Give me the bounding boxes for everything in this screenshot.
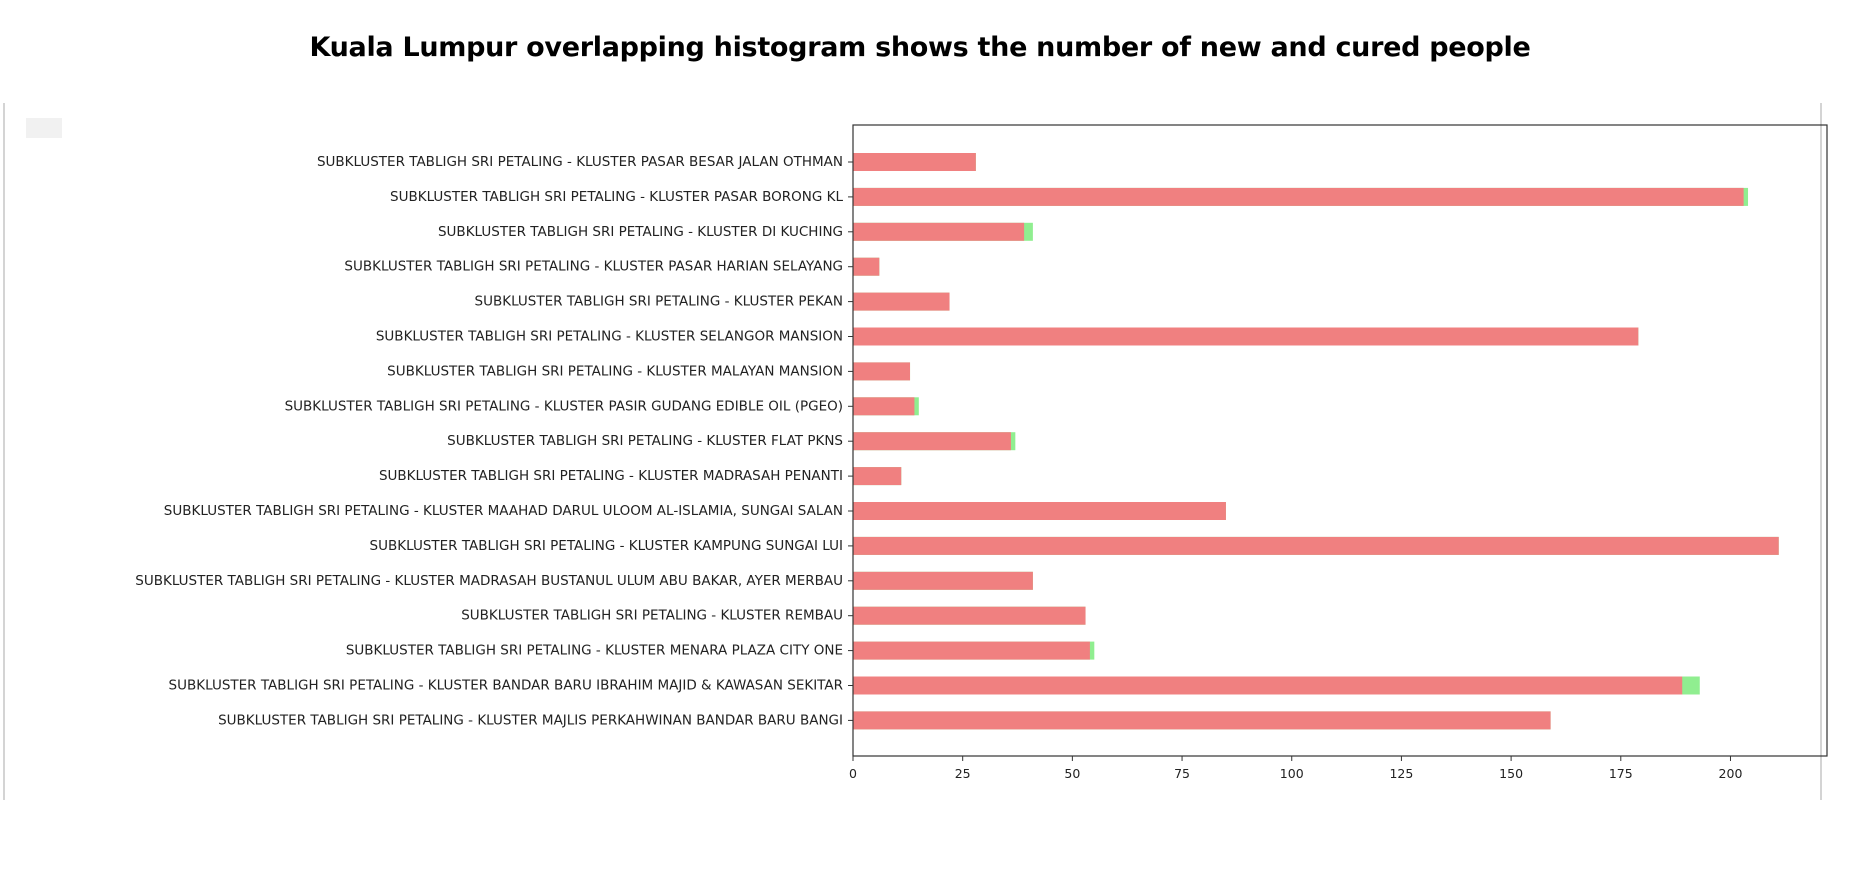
x-tick-label: 150 bbox=[1499, 766, 1523, 781]
category-label: SUBKLUSTER TABLIGH SRI PETALING - KLUSTE… bbox=[218, 712, 843, 728]
page-title: Kuala Lumpur overlapping histogram shows… bbox=[309, 32, 1531, 63]
category-label: SUBKLUSTER TABLIGH SRI PETALING - KLUSTE… bbox=[135, 573, 843, 589]
x-axis-ticks: 0 25 50 75 100 125 150 175 200 bbox=[849, 756, 1742, 781]
bar-series1-2 bbox=[853, 222, 1025, 241]
category-label: SUBKLUSTER TABLIGH SRI PETALING - KLUSTE… bbox=[461, 608, 843, 624]
category-label: SUBKLUSTER TABLIGH SRI PETALING - KLUSTE… bbox=[376, 329, 843, 345]
faded-mark bbox=[26, 118, 62, 138]
bar-series1-9 bbox=[853, 467, 902, 486]
category-label: SUBKLUSTER TABLIGH SRI PETALING - KLUSTE… bbox=[285, 398, 843, 414]
x-tick-label: 75 bbox=[1174, 766, 1190, 781]
x-tick-label: 125 bbox=[1389, 766, 1413, 781]
category-label: SUBKLUSTER TABLIGH SRI PETALING - KLUSTE… bbox=[164, 503, 843, 519]
bar-series1-7 bbox=[853, 397, 915, 416]
bar-series1-16 bbox=[853, 711, 1551, 730]
bar-series1-13 bbox=[853, 606, 1086, 625]
category-label: SUBKLUSTER TABLIGH SRI PETALING - KLUSTE… bbox=[438, 224, 843, 240]
bar-series1-3 bbox=[853, 257, 880, 276]
category-label: SUBKLUSTER TABLIGH SRI PETALING - KLUSTE… bbox=[317, 154, 843, 170]
frame-left-border bbox=[3, 103, 5, 800]
x-tick-label: 50 bbox=[1064, 766, 1080, 781]
x-tick-label: 175 bbox=[1609, 766, 1633, 781]
bar-series1-8 bbox=[853, 432, 1011, 451]
category-label: SUBKLUSTER TABLIGH SRI PETALING - KLUSTE… bbox=[370, 538, 843, 554]
frame-right-border bbox=[1820, 103, 1822, 800]
category-label: SUBKLUSTER TABLIGH SRI PETALING - KLUSTE… bbox=[344, 259, 843, 275]
x-tick-label: 100 bbox=[1280, 766, 1304, 781]
category-label: SUBKLUSTER TABLIGH SRI PETALING - KLUSTE… bbox=[379, 468, 843, 484]
bar-series1-4 bbox=[853, 292, 950, 311]
category-labels: SUBKLUSTER TABLIGH SRI PETALING - KLUSTE… bbox=[135, 154, 853, 728]
bar-series1-14 bbox=[853, 641, 1090, 660]
category-label: SUBKLUSTER TABLIGH SRI PETALING - KLUSTE… bbox=[387, 363, 843, 379]
bar-series1-11 bbox=[853, 536, 1779, 555]
bars-layer bbox=[853, 153, 1779, 730]
category-label: SUBKLUSTER TABLIGH SRI PETALING - KLUSTE… bbox=[390, 189, 843, 205]
category-label: SUBKLUSTER TABLIGH SRI PETALING - KLUSTE… bbox=[475, 294, 843, 310]
bar-series1-0 bbox=[853, 153, 976, 171]
bar-series1-12 bbox=[853, 571, 1033, 590]
x-tick-label: 25 bbox=[955, 766, 971, 781]
category-label: SUBKLUSTER TABLIGH SRI PETALING - KLUSTE… bbox=[169, 678, 843, 694]
x-tick-label: 200 bbox=[1719, 766, 1743, 781]
category-label: SUBKLUSTER TABLIGH SRI PETALING - KLUSTE… bbox=[447, 433, 843, 449]
bar-series1-5 bbox=[853, 327, 1639, 346]
bar-series1-15 bbox=[853, 676, 1683, 695]
plot-frame bbox=[852, 124, 1828, 757]
x-tick-label: 0 bbox=[849, 766, 857, 781]
bar-series1-10 bbox=[853, 502, 1226, 520]
bar-series1-6 bbox=[853, 362, 911, 381]
bar-series1-1 bbox=[853, 187, 1744, 206]
category-label: SUBKLUSTER TABLIGH SRI PETALING - KLUSTE… bbox=[346, 643, 843, 659]
